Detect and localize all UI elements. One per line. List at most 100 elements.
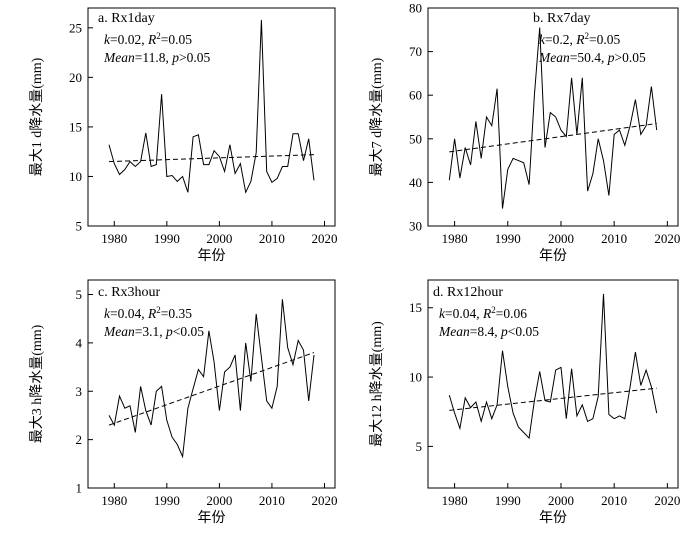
plot-frame	[427, 279, 679, 489]
stat-p-symbol: p	[171, 50, 179, 65]
stat-mean-value: =3.1,	[135, 324, 166, 339]
y-tick-label: 1	[76, 481, 83, 496]
trend-line	[449, 387, 657, 411]
y-tick-label: 30	[409, 219, 422, 234]
x-tick-label: 2010	[259, 493, 285, 508]
stat-k-symbol: k	[104, 306, 111, 321]
y-tick-label: 80	[409, 1, 422, 16]
y-tick-label: 70	[409, 44, 422, 59]
stat-k-symbol: k	[539, 32, 546, 47]
panel-rx3hour: 1980 1990 2000 2010 2020 1 2 3 4 5 年份 最大3 h降水量(mm) c…	[29, 279, 337, 526]
data-series-line	[108, 299, 315, 459]
y-axis-title: 最大1 d降水量(mm)	[29, 57, 45, 176]
x-tick-label: 1980	[442, 493, 468, 508]
stat-trend-line: k=0.04, R2=0.35	[104, 305, 192, 321]
y-axis-title: 最大7 d降水量(mm)	[369, 57, 385, 176]
stat-r2-value: =0.06	[496, 306, 527, 321]
stat-r-symbol: R	[147, 32, 157, 47]
y-tick-label: 50	[409, 131, 422, 146]
y-tick-label: 10	[69, 169, 82, 184]
stat-p-value: >0.05	[615, 50, 646, 65]
stat-k-value: =0.04,	[445, 306, 483, 321]
y-tick-label: 25	[69, 20, 82, 35]
stat-p-symbol: p	[165, 324, 173, 339]
x-axis-title: 年份	[198, 510, 226, 526]
x-tick-label: 2020	[654, 493, 680, 508]
data-series-line	[108, 19, 315, 194]
x-tick-label: 2020	[654, 231, 680, 246]
stat-p-value: <0.05	[508, 324, 539, 339]
y-axis-title: 最大12 h降水量(mm)	[369, 321, 385, 447]
stat-mean-value: =50.4,	[570, 50, 608, 65]
x-tick-label: 1990	[495, 493, 521, 508]
stat-k-symbol: k	[104, 32, 111, 47]
x-tick-label: 1980	[101, 493, 127, 508]
stat-trend-line: k=0.04, R2=0.06	[439, 305, 527, 321]
y-tick-label: 5	[76, 219, 83, 234]
stat-r-superscript: 2	[156, 31, 161, 41]
stat-mean-symbol: Mean	[103, 324, 135, 339]
panel-rx7day: 1980 1990 2000 2010 2020 30 40 50 60 70 80 年份 最大7 d降…	[369, 1, 680, 265]
stat-mean-symbol: Mean	[103, 50, 135, 65]
x-tick-label: 1990	[154, 493, 180, 508]
x-tick-label: 1990	[495, 231, 521, 246]
plot-frame	[427, 7, 679, 227]
stat-r-superscript: 2	[585, 31, 590, 41]
panel-rx1day: 1980 1990 2000 2010 2020 5 10 15 20 25 年份 最大1 d降水量(…	[29, 7, 337, 264]
y-tick-label: 40	[409, 175, 422, 190]
stat-r-symbol: R	[482, 306, 492, 321]
x-tick-label: 2010	[601, 493, 627, 508]
x-tick-label: 1980	[442, 231, 468, 246]
stat-mean-value: =11.8,	[135, 50, 173, 65]
x-tick-label: 1990	[154, 231, 180, 246]
y-tick-label: 5	[416, 439, 423, 454]
stat-mean-line: Mean=11.8, p>0.05	[103, 50, 210, 65]
data-series-line	[448, 293, 658, 440]
x-axis-title: 年份	[539, 510, 567, 526]
stat-r2-value: =0.35	[161, 306, 192, 321]
stat-r2-value: =0.05	[161, 32, 192, 47]
stat-r-superscript: 2	[491, 305, 496, 315]
data-series-line	[448, 27, 658, 209]
panel-title: b. Rx7day	[533, 11, 591, 26]
x-tick-label: 2000	[206, 231, 232, 246]
stat-mean-value: =8.4,	[470, 324, 501, 339]
panel-title: a. Rx1day	[98, 11, 155, 26]
trend-line	[108, 352, 315, 426]
stat-r-superscript: 2	[156, 305, 161, 315]
stat-mean-line: Mean=3.1, p<0.05	[103, 324, 204, 339]
x-tick-label: 2000	[548, 493, 574, 508]
plot-frame	[87, 279, 336, 489]
plot-frame	[87, 7, 336, 227]
x-tick-label: 2010	[601, 231, 627, 246]
stat-mean-symbol: Mean	[538, 50, 570, 65]
x-tick-label: 2000	[206, 493, 232, 508]
stat-trend-line: k=0.2, R2=0.05	[539, 31, 620, 47]
stat-p-symbol: p	[607, 50, 615, 65]
trend-line	[109, 154, 314, 163]
panel-rx12hour: 1980 1990 2000 2010 2020 5 10 15 年份 最大12 h降水量(mm)…	[369, 279, 680, 526]
y-tick-label: 2	[76, 432, 83, 447]
stat-p-symbol: p	[500, 324, 508, 339]
y-tick-label: 10	[409, 370, 422, 385]
stat-k-value: =0.02,	[110, 32, 148, 47]
x-tick-label: 2020	[311, 231, 337, 246]
x-tick-label: 2000	[548, 231, 574, 246]
y-tick-label: 5	[76, 287, 83, 302]
stat-k-symbol: k	[439, 306, 446, 321]
stat-k-value: =0.2,	[545, 32, 576, 47]
y-tick-label: 15	[409, 300, 422, 315]
stat-p-value: <0.05	[173, 324, 204, 339]
y-tick-label: 15	[69, 119, 82, 134]
x-tick-label: 2020	[311, 493, 337, 508]
y-tick-label: 60	[409, 88, 422, 103]
stat-p-value: >0.05	[179, 50, 210, 65]
stat-mean-line: Mean=50.4, p>0.05	[538, 50, 646, 65]
y-tick-label: 3	[76, 384, 83, 399]
x-axis-title: 年份	[198, 248, 226, 264]
x-axis-title: 年份	[539, 248, 567, 264]
panel-title: d. Rx12hour	[433, 285, 503, 300]
y-axis-title: 最大3 h降水量(mm)	[29, 324, 45, 443]
stat-mean-symbol: Mean	[438, 324, 470, 339]
